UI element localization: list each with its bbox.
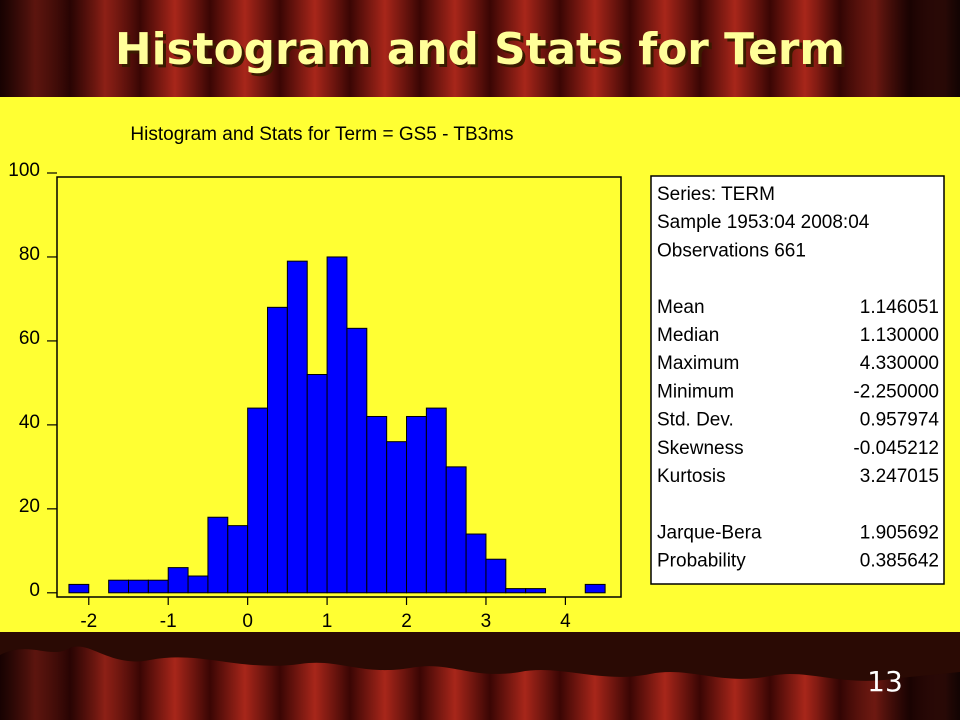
x-tick-label: 1 bbox=[322, 611, 333, 632]
stats-value: 1.905692 bbox=[860, 522, 939, 543]
x-tick-label: 3 bbox=[481, 611, 492, 632]
stats-value: 0.385642 bbox=[860, 551, 939, 572]
stats-label: Skewness bbox=[657, 438, 744, 459]
slide-title: Histogram and Stats for Term bbox=[115, 24, 845, 75]
x-tick-label: 4 bbox=[560, 611, 571, 632]
bar bbox=[326, 256, 348, 594]
y-tick-label: 80 bbox=[19, 244, 40, 265]
bar bbox=[227, 525, 249, 594]
curtain-valance bbox=[0, 632, 960, 681]
x-tick-label: -1 bbox=[160, 611, 177, 632]
y-tick-label: 20 bbox=[19, 496, 40, 517]
stats-value: 3.247015 bbox=[860, 466, 939, 487]
bar bbox=[465, 533, 487, 594]
bar bbox=[386, 441, 408, 594]
x-tick-label: 2 bbox=[401, 611, 412, 632]
bar bbox=[406, 415, 427, 594]
stats-label: Mean bbox=[657, 297, 705, 318]
stats-value: -2.250000 bbox=[853, 381, 939, 402]
bar bbox=[187, 575, 209, 594]
stats-label: Jarque-Bera bbox=[657, 522, 762, 543]
stats-label: Minimum bbox=[657, 381, 734, 402]
stats-label: Median bbox=[657, 325, 719, 346]
bar bbox=[485, 558, 507, 594]
stats-header: Series: TERM bbox=[657, 184, 775, 205]
y-tick-label: 40 bbox=[19, 412, 40, 433]
chart-title: Histogram and Stats for Term = GS5 - TB3… bbox=[130, 124, 513, 145]
stats-value: -0.045212 bbox=[853, 438, 939, 459]
y-tick-label: 0 bbox=[29, 580, 40, 601]
y-tick-label: 100 bbox=[8, 160, 40, 181]
stats-value: 1.130000 bbox=[860, 325, 939, 346]
bar bbox=[286, 260, 308, 594]
stats-label: Probability bbox=[657, 551, 746, 572]
bar bbox=[147, 579, 169, 594]
bar bbox=[425, 407, 447, 594]
bar bbox=[127, 579, 149, 594]
bar bbox=[247, 407, 269, 594]
x-tick-label: 0 bbox=[242, 611, 253, 632]
bar bbox=[306, 374, 328, 594]
bar bbox=[584, 583, 606, 594]
page-number: 13 bbox=[867, 665, 903, 698]
bar bbox=[525, 588, 547, 594]
bar bbox=[445, 466, 467, 594]
plot-area bbox=[56, 176, 622, 598]
x-tick-label: -2 bbox=[80, 611, 97, 632]
stats-header: Sample 1953:04 2008:04 bbox=[657, 212, 870, 233]
stats-box bbox=[650, 175, 945, 585]
slide-title-shadow: Histogram and Stats for Term bbox=[118, 27, 848, 78]
stats-label: Std. Dev. bbox=[657, 410, 734, 431]
stats-value: 1.146051 bbox=[860, 297, 939, 318]
y-tick-label: 60 bbox=[19, 328, 40, 349]
bar bbox=[366, 415, 388, 594]
bar bbox=[505, 588, 527, 594]
stats-label: Kurtosis bbox=[657, 466, 726, 487]
stats-value: 0.957974 bbox=[860, 410, 940, 431]
bar bbox=[346, 327, 368, 594]
bar bbox=[207, 516, 229, 594]
stats-value: 4.330000 bbox=[860, 353, 939, 374]
bar bbox=[108, 579, 129, 594]
stats-label: Maximum bbox=[657, 353, 739, 374]
bar bbox=[267, 306, 288, 594]
bar bbox=[68, 583, 90, 594]
bar bbox=[167, 567, 189, 594]
stats-header: Observations 661 bbox=[657, 240, 806, 261]
